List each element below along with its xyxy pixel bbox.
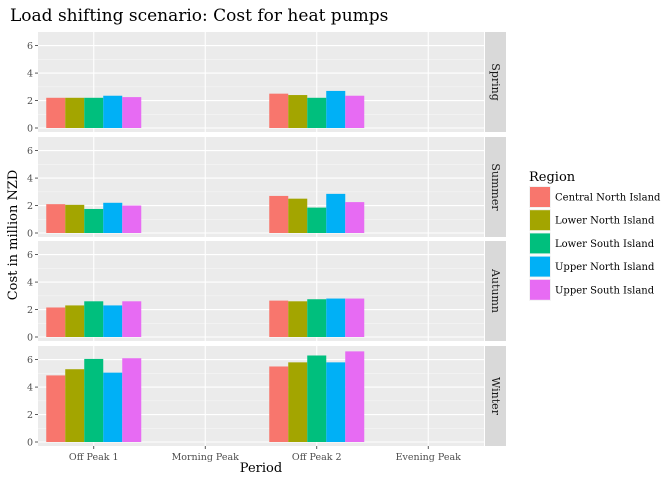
bar-autumn-lower-north-island-0 [65, 305, 85, 337]
bar-spring-lower-north-island-2 [288, 95, 308, 128]
y-tick-label: 4 [27, 382, 33, 393]
facet-panel-spring: 0 2 4 6 Spring [27, 32, 506, 134]
y-axis-title: Cost in million NZD [6, 170, 21, 301]
y-tick-label: 0 [27, 332, 33, 343]
facet-strip-label: Summer [489, 163, 502, 211]
y-tick-label: 6 [27, 250, 33, 261]
bar-summer-lower-south-island-2 [307, 207, 327, 233]
bar-winter-central-north-island-0 [46, 375, 66, 442]
bar-winter-upper-south-island-2 [345, 351, 365, 442]
y-tick-label: 6 [27, 41, 33, 52]
y-tick-label: 4 [27, 173, 33, 184]
legend-swatch [530, 187, 550, 207]
y-tick-label: 6 [27, 355, 33, 366]
bar-winter-central-north-island-2 [269, 366, 289, 442]
y-tick-label: 0 [27, 228, 33, 239]
facet-panel-autumn: 0 2 4 6 Autumn [27, 241, 506, 343]
bar-summer-lower-south-island-0 [84, 208, 104, 233]
y-tick-label: 2 [27, 96, 33, 107]
bar-winter-lower-south-island-0 [84, 358, 104, 442]
bar-autumn-upper-north-island-2 [326, 298, 346, 337]
y-tick-label: 2 [27, 305, 33, 316]
bar-spring-central-north-island-0 [46, 97, 66, 128]
x-tick-label: Off Peak 1 [69, 452, 119, 463]
legend-item: Lower South Island [529, 232, 655, 255]
facet-strip-label: Winter [489, 377, 502, 416]
bar-summer-upper-south-island-0 [122, 205, 142, 233]
bar-autumn-central-north-island-0 [46, 307, 66, 337]
chart-title: Load shifting scenario: Cost for heat pu… [10, 6, 388, 26]
bar-summer-upper-north-island-2 [326, 193, 346, 233]
bar-spring-upper-south-island-2 [345, 95, 365, 128]
legend-item: Central North Island [529, 186, 661, 208]
bar-autumn-upper-south-island-0 [122, 301, 142, 337]
facet-strip [485, 346, 506, 446]
legend-label: Upper South Island [555, 285, 655, 296]
y-tick-label: 2 [27, 201, 33, 212]
facet-panel-winter: 0 2 4 6 Winter [27, 346, 506, 448]
facet-strip [485, 137, 506, 237]
legend: Region Central North Island Lower North I… [529, 170, 661, 301]
bar-autumn-lower-south-island-0 [84, 301, 104, 337]
bar-winter-upper-north-island-0 [103, 372, 123, 442]
facet-panel-summer: 0 2 4 6 Summer [27, 137, 506, 239]
bar-autumn-central-north-island-2 [269, 300, 289, 337]
x-tick-label: Evening Peak [396, 452, 462, 463]
bar-summer-central-north-island-0 [46, 204, 66, 233]
bar-summer-lower-north-island-0 [65, 204, 85, 233]
bar-autumn-upper-north-island-0 [103, 305, 123, 337]
legend-item: Lower North Island [529, 209, 655, 232]
bar-winter-upper-south-island-0 [122, 358, 142, 442]
legend-label: Lower South Island [555, 239, 655, 250]
bar-autumn-upper-south-island-2 [345, 298, 365, 337]
legend-swatch [530, 210, 550, 231]
bar-autumn-lower-south-island-2 [307, 299, 327, 337]
facet-strip [485, 241, 506, 341]
legend-label: Upper North Island [555, 262, 655, 273]
bar-spring-upper-north-island-2 [326, 90, 346, 128]
legend-swatch [530, 233, 550, 254]
legend-swatch [530, 256, 550, 277]
y-tick-label: 0 [27, 437, 33, 448]
y-tick-label: 2 [27, 410, 33, 421]
x-tick-label: Off Peak 2 [292, 452, 342, 463]
x-tick-label: Morning Peak [172, 452, 240, 463]
bar-spring-central-north-island-2 [269, 93, 289, 128]
bar-summer-lower-north-island-2 [288, 198, 308, 233]
bar-winter-lower-south-island-2 [307, 355, 327, 442]
bar-summer-upper-south-island-2 [345, 202, 365, 233]
legend-label: Central North Island [555, 193, 661, 204]
bar-spring-lower-south-island-0 [84, 97, 104, 128]
bar-summer-central-north-island-2 [269, 195, 289, 233]
facet-strip-label: Spring [489, 63, 502, 100]
bar-spring-lower-north-island-0 [65, 97, 85, 128]
x-axis-title: Period [240, 461, 282, 476]
bar-winter-lower-north-island-0 [65, 369, 85, 442]
facet-panels: 0 2 4 6 Spring 0 2 4 6 Summer 0 2 4 6 Autumn 0 2 4 6 Winter… [27, 32, 506, 463]
bar-spring-upper-south-island-0 [122, 97, 142, 128]
legend-swatch [530, 279, 550, 300]
y-tick-label: 0 [27, 123, 33, 134]
legend-label: Lower North Island [555, 216, 655, 227]
facet-strip-label: Autumn [489, 268, 502, 313]
legend-item: Upper South Island [529, 278, 655, 301]
y-tick-label: 4 [27, 68, 33, 79]
bar-winter-upper-north-island-2 [326, 362, 346, 442]
legend-title: Region [529, 170, 576, 185]
legend-item: Upper North Island [529, 255, 655, 278]
bar-spring-upper-north-island-0 [103, 95, 123, 128]
y-tick-label: 4 [27, 277, 33, 288]
bar-winter-lower-north-island-2 [288, 362, 308, 442]
y-tick-label: 6 [27, 146, 33, 157]
bar-autumn-lower-north-island-2 [288, 301, 308, 337]
facet-strip [485, 32, 506, 132]
bar-spring-lower-south-island-2 [307, 97, 327, 128]
bar-summer-upper-north-island-0 [103, 202, 123, 233]
